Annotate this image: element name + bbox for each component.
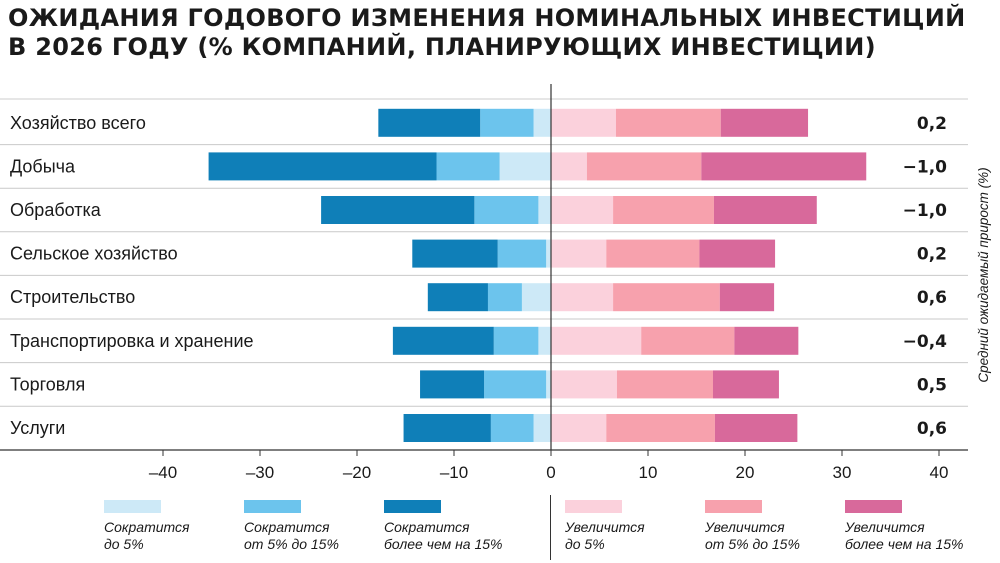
legend-label: Увеличится до 5% xyxy=(565,519,645,552)
bar-segment xyxy=(474,196,539,224)
bar-segment xyxy=(712,370,779,399)
bar-segment xyxy=(208,152,437,181)
legend-swatch xyxy=(104,500,161,513)
mean-growth-value: −1,0 xyxy=(903,157,948,177)
bar-segment xyxy=(533,414,551,442)
bar-segment xyxy=(714,414,798,442)
x-tick-label: 20 xyxy=(736,463,755,482)
legend-swatch xyxy=(845,500,902,513)
bar-segment xyxy=(546,239,551,268)
bar-segment xyxy=(719,283,775,312)
legend-label: Увеличится более чем на 15% xyxy=(845,519,964,552)
bar-segment xyxy=(616,370,713,399)
category-label: Сельское хозяйство xyxy=(10,244,178,264)
legend-swatch xyxy=(384,500,441,513)
bar-segment xyxy=(378,108,481,137)
x-tick-label: 10 xyxy=(639,463,658,482)
bar-segment xyxy=(521,283,551,312)
bar-segment xyxy=(551,108,616,137)
bar-segment xyxy=(551,196,614,224)
mean-growth-value: 0,2 xyxy=(917,114,947,134)
bar-segment xyxy=(497,239,547,268)
bar-segment xyxy=(538,326,551,355)
bar-segment xyxy=(484,370,547,399)
category-label: Добыча xyxy=(10,156,76,176)
mean-growth-value: −1,0 xyxy=(903,201,948,221)
category-label: Транспортировка и хранение xyxy=(10,331,254,351)
legend-swatch xyxy=(244,500,301,513)
legend-divider xyxy=(550,495,551,560)
mean-growth-value: 0,6 xyxy=(917,288,947,308)
x-tick-label: –40 xyxy=(149,463,177,482)
bar-segment xyxy=(641,326,735,355)
chart-title-line-1: ОЖИДАНИЯ ГОДОВОГО ИЗМЕНЕНИЯ НОМИНАЛЬНЫХ … xyxy=(8,4,966,32)
bar-segment xyxy=(436,152,500,181)
bar-segment xyxy=(493,326,539,355)
bar-segment xyxy=(606,414,715,442)
bar-segment xyxy=(734,326,799,355)
bar-segment xyxy=(538,196,551,224)
bar-segment xyxy=(427,283,488,312)
bar-segment xyxy=(412,239,498,268)
mean-growth-value: 0,5 xyxy=(917,375,947,395)
bar-segment xyxy=(606,239,700,268)
bar-segment xyxy=(321,196,475,224)
category-label: Торговля xyxy=(10,374,85,394)
bar-segment xyxy=(551,239,607,268)
bar-segment xyxy=(701,152,867,181)
x-tick-label: –10 xyxy=(440,463,468,482)
x-tick-label: 0 xyxy=(546,463,555,482)
legend-swatch xyxy=(565,500,622,513)
bar-segment xyxy=(403,414,491,442)
bar-segment xyxy=(613,196,714,224)
bar-segment xyxy=(586,152,702,181)
bar-segment xyxy=(480,108,534,137)
bar-segment xyxy=(533,108,551,137)
legend-label: Сократится до 5% xyxy=(104,519,190,552)
bar-segment xyxy=(490,414,534,442)
bar-segment xyxy=(615,108,721,137)
x-tick-label: 30 xyxy=(833,463,852,482)
category-label: Обработка xyxy=(10,200,102,220)
bar-segment xyxy=(499,152,551,181)
category-label: Хозяйство всего xyxy=(10,113,146,133)
bar-segment xyxy=(720,108,809,137)
legend-label: Сократится более чем на 15% xyxy=(384,519,503,552)
bar-segment xyxy=(420,370,485,399)
x-tick-label: –20 xyxy=(343,463,371,482)
x-tick-label: –30 xyxy=(246,463,274,482)
legend-label: Увеличится от 5% до 15% xyxy=(705,519,800,552)
mean-growth-value: 0,2 xyxy=(917,245,947,265)
legend-label: Сократится от 5% до 15% xyxy=(244,519,339,552)
bar-segment xyxy=(546,370,551,399)
bar-segment xyxy=(713,196,817,224)
bar-segment xyxy=(551,152,587,181)
legend-swatch xyxy=(705,500,762,513)
x-tick-label: 40 xyxy=(930,463,949,482)
chart-title-line-2: В 2026 ГОДУ (% КОМПАНИЙ, ПЛАНИРУЮЩИХ ИНВ… xyxy=(8,33,876,61)
category-label: Услуги xyxy=(10,418,65,438)
bar-segment xyxy=(551,326,642,355)
bar-segment xyxy=(699,239,776,268)
category-label: Строительство xyxy=(10,287,135,307)
bar-segment xyxy=(551,370,617,399)
right-axis-label: Средний ожидаемый прирост (%) xyxy=(976,167,991,382)
bar-segment xyxy=(487,283,522,312)
bar-segment xyxy=(551,414,607,442)
mean-growth-value: 0,6 xyxy=(917,419,947,439)
chart-title: ОЖИДАНИЯ ГОДОВОГО ИЗМЕНЕНИЯ НОМИНАЛЬНЫХ … xyxy=(8,4,998,62)
bar-segment xyxy=(392,326,494,355)
bar-segment xyxy=(613,283,720,312)
mean-growth-value: −0,4 xyxy=(903,332,948,352)
bar-segment xyxy=(551,283,614,312)
